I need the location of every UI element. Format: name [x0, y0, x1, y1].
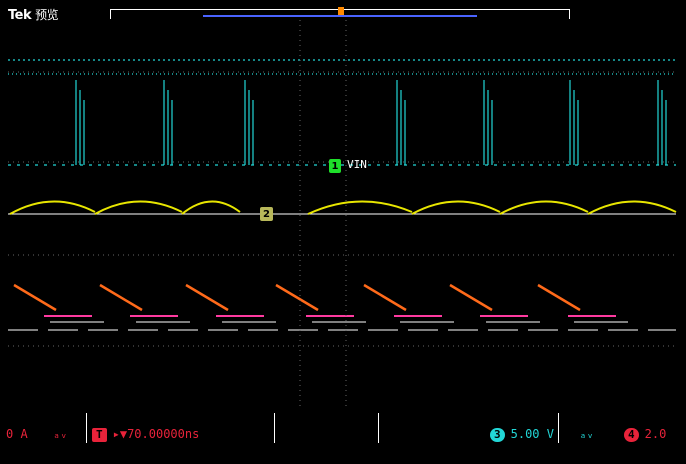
ch3-pulse — [569, 80, 579, 165]
ch2-ripple — [587, 200, 677, 215]
acquisition-mode: 预览 — [35, 8, 59, 22]
ch2-ripple — [9, 200, 96, 215]
ch4-scale: 2.0 — [644, 427, 667, 441]
ch3-coupling-icon: ₐᵥ — [579, 427, 594, 441]
divider — [86, 413, 87, 443]
ch3-badge: 3 — [490, 428, 505, 442]
ch4-badge: 4 — [624, 428, 639, 442]
ch3-pulse — [163, 80, 173, 165]
ch3-pulse — [244, 80, 254, 165]
ch2-ripple — [94, 200, 183, 215]
ch4-scale-readout[interactable]: 4 2.0 — [624, 427, 666, 442]
ch2-ripple — [181, 200, 241, 215]
ch1-ground-marker[interactable]: 1 — [329, 159, 341, 173]
trigger-position: 70.00000ns — [127, 427, 200, 441]
ch3-pulse — [483, 80, 493, 165]
ch3-pulse — [75, 80, 85, 165]
ch2-waveform — [8, 200, 677, 215]
ch3-pulse — [396, 80, 406, 165]
ch4-ramp — [537, 283, 581, 312]
record-window — [203, 15, 477, 17]
graticule — [8, 20, 676, 410]
ch2-ground-marker[interactable]: 2 — [260, 207, 273, 221]
trigger-position-marker[interactable] — [338, 7, 344, 15]
trigger-readout[interactable]: T ▸▼70.00000ns — [92, 427, 199, 442]
record-view-bar[interactable] — [110, 7, 570, 19]
ch4-waveform — [8, 283, 676, 331]
ch2-ripple — [411, 200, 501, 215]
ch1-label: VIN — [347, 158, 367, 171]
divider — [274, 413, 275, 443]
divider — [378, 413, 379, 443]
trigger-arrow-icon: ▸▼ — [112, 427, 128, 441]
ch4-ramp — [275, 283, 319, 312]
brand-logo: Tek 预览 — [8, 6, 59, 23]
ch4-ramp — [449, 283, 493, 312]
ch2-ripple — [499, 200, 589, 215]
ch3-scale-readout[interactable]: 3 5.00 V ₐᵥ — [490, 427, 594, 442]
ch3-pulse — [657, 80, 667, 165]
ch1-coupling-icon: ₐᵥ — [52, 427, 68, 441]
ch3-waveform — [8, 59, 676, 166]
ch4-ramp — [13, 283, 57, 312]
ch1-scale: 0 A — [6, 427, 28, 441]
divider — [558, 413, 559, 443]
trigger-badge: T — [92, 428, 107, 442]
ch4-ramp — [185, 283, 229, 312]
ch3-scale: 5.00 V — [510, 427, 554, 441]
ch4-ramp — [99, 283, 143, 312]
ch2-ripple — [307, 200, 413, 215]
ch1-scale-readout[interactable]: 0 A ₐᵥ — [6, 427, 67, 441]
brand-text: Tek — [8, 8, 32, 23]
ch4-ramp — [363, 283, 407, 312]
